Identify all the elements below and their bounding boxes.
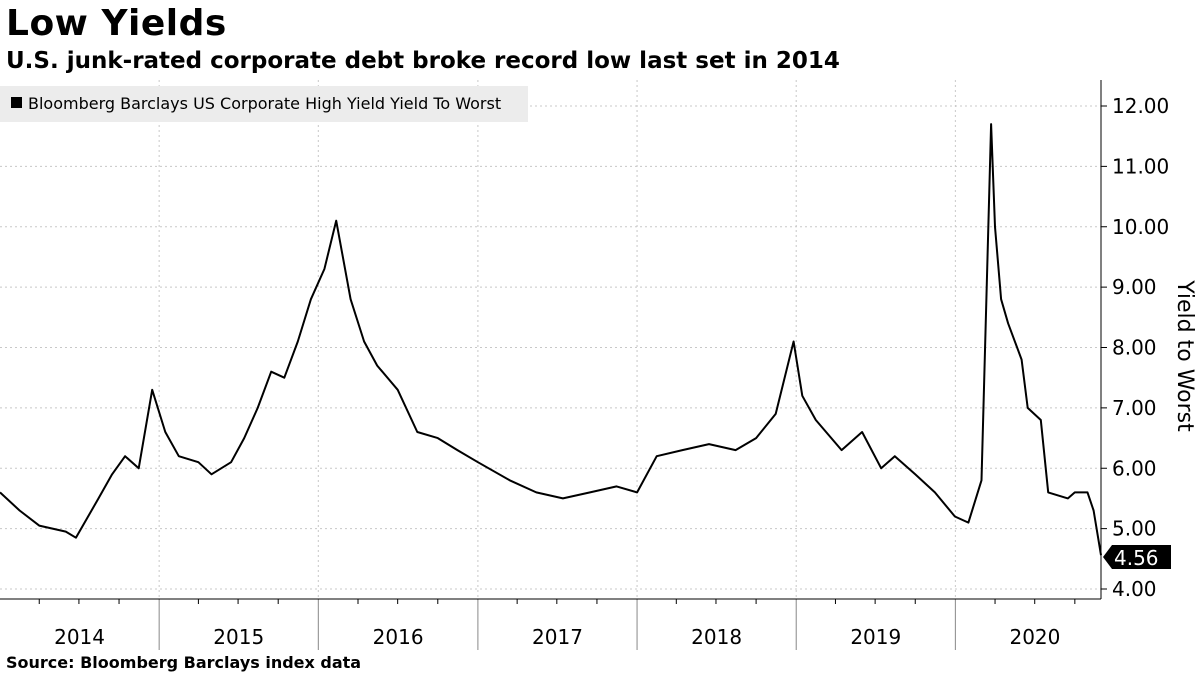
y-tick-label: 5.00 [1112,517,1157,541]
y-tick-label: 11.00 [1112,154,1169,178]
x-tick-label: 2017 [532,625,583,649]
last-value-callout: 4.56 [1103,545,1171,570]
chart-subtitle: U.S. junk-rated corporate debt broke rec… [6,48,840,74]
y-tick-label: 10.00 [1112,215,1169,239]
legend-swatch [11,97,22,108]
x-tick-label: 2015 [213,625,264,649]
legend: Bloomberg Barclays US Corporate High Yie… [0,86,528,122]
last-value-label: 4.56 [1114,546,1159,570]
y-tick-label: 9.00 [1112,275,1157,299]
y-tick-label: 8.00 [1112,336,1157,360]
axes: 4.00 5.00 6.00 7.00 8.00 9.00 10.00 11.00 12.00 2… [0,80,1169,650]
legend-label: Bloomberg Barclays US Corporate High Yie… [28,94,501,113]
y-tick-label: 4.00 [1112,577,1157,601]
legend-background [0,86,528,122]
x-tick-label: 2016 [373,625,424,649]
y-tick-label: 12.00 [1112,94,1169,118]
x-tick-label: 2014 [54,625,105,649]
grid-lines [0,80,1101,599]
y-tick-label: 7.00 [1112,396,1157,420]
x-tick-label: 2020 [1009,625,1060,649]
x-tick-label: 2019 [850,625,901,649]
last-value-marker [1103,545,1171,569]
y-axis-label: Yield to Worst [1172,279,1197,432]
chart-title: Low Yields [6,3,227,44]
series-layer [0,123,1102,556]
yield-line [0,123,1102,556]
x-tick-label: 2018 [691,625,742,649]
y-tick-label: 6.00 [1112,456,1157,480]
source-note: Source: Bloomberg Barclays index data [6,653,362,672]
